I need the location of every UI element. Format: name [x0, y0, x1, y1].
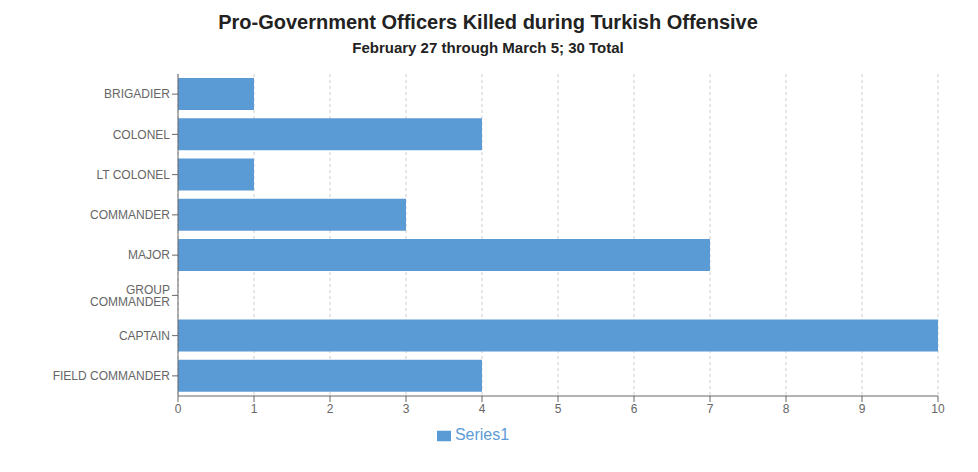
- svg-text:3: 3: [403, 402, 410, 416]
- svg-text:4: 4: [479, 402, 486, 416]
- svg-text:FIELD COMMANDER: FIELD COMMANDER: [53, 369, 171, 383]
- svg-text:1: 1: [251, 402, 258, 416]
- html-text:Series1: Series1: [454, 426, 510, 443]
- html-text:Pro-Government Officers Killed: Pro-Government Officers Killed during Tu…: [218, 11, 758, 33]
- svg-text:COMMANDER: COMMANDER: [90, 208, 170, 222]
- svg-text:LT COLONEL: LT COLONEL: [96, 168, 170, 182]
- svg-text:GROUPCOMMANDER: GROUPCOMMANDER: [90, 283, 170, 309]
- svg-text:5: 5: [555, 402, 562, 416]
- html-text:February 27 through March 5; 3: February 27 through March 5; 30 Total: [352, 39, 624, 56]
- svg-text:8: 8: [783, 402, 790, 416]
- svg-text:COLONEL: COLONEL: [113, 128, 171, 142]
- svg-text:0: 0: [175, 402, 182, 416]
- svg-text:CAPTAIN: CAPTAIN: [119, 329, 170, 343]
- svg-text:9: 9: [859, 402, 866, 416]
- svg-text:6: 6: [631, 402, 638, 416]
- svg-text:7: 7: [707, 402, 714, 416]
- svg-text:MAJOR: MAJOR: [128, 248, 170, 262]
- svg-text:BRIGADIER: BRIGADIER: [104, 87, 170, 101]
- svg-text:10: 10: [931, 402, 945, 416]
- svg-text:2: 2: [327, 402, 334, 416]
